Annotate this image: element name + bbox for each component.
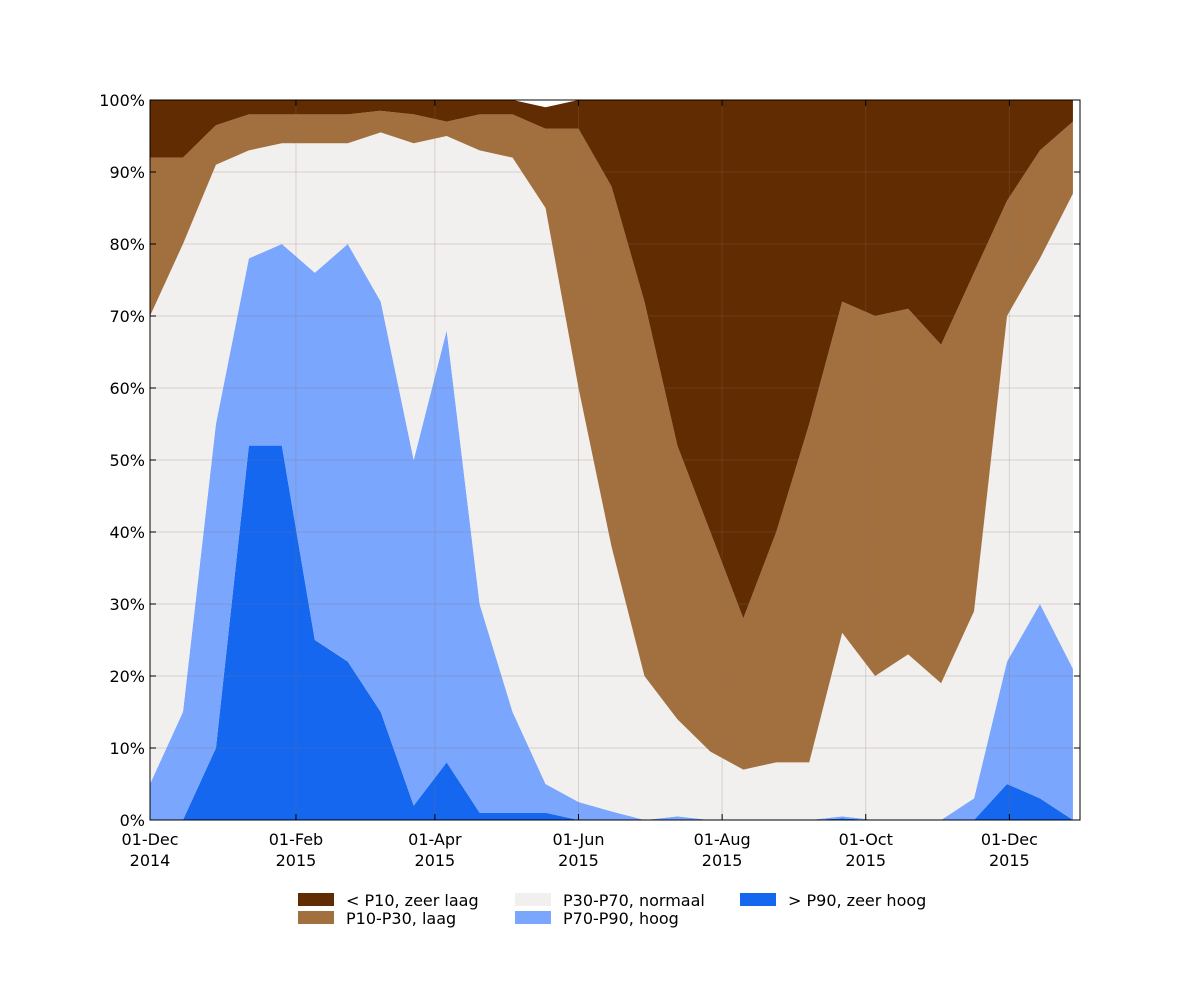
x-tick-label: 01-Oct <box>839 830 893 849</box>
x-tick-label: 01-Apr <box>408 830 462 849</box>
legend-label: < P10, zeer laag <box>346 891 479 910</box>
legend-swatch <box>298 911 334 924</box>
area <box>150 132 1073 820</box>
x-tick-label: 01-Feb <box>269 830 323 849</box>
x-tick-label: 01-Jun <box>552 830 604 849</box>
legend-swatch <box>515 893 551 906</box>
y-tick-label: 30% <box>109 595 145 614</box>
y-tick-label: 40% <box>109 523 145 542</box>
y-tick-label: 60% <box>109 379 145 398</box>
legend-label: P30-P70, normaal <box>563 891 705 910</box>
y-tick-label: 0% <box>120 811 145 830</box>
x-tick-label: 2015 <box>845 851 886 870</box>
y-tick-label: 70% <box>109 307 145 326</box>
x-tick-label: 2015 <box>702 851 743 870</box>
area <box>150 445 1073 820</box>
legend-label: P10-P30, laag <box>346 909 456 928</box>
area <box>150 100 1073 619</box>
x-tick-label: 2015 <box>989 851 1030 870</box>
x-tick-label: 01-Aug <box>694 830 751 849</box>
y-tick-label: 50% <box>109 451 145 470</box>
x-tick-label: 2015 <box>415 851 456 870</box>
y-tick-label: 100% <box>99 91 145 110</box>
x-tick-label: 2014 <box>130 851 171 870</box>
x-tick-label: 01-Dec <box>981 830 1038 849</box>
y-tick-label: 80% <box>109 235 145 254</box>
y-tick-label: 20% <box>109 667 145 686</box>
legend-label: > P90, zeer hoog <box>788 891 926 910</box>
x-tick-label: 01-Dec <box>121 830 178 849</box>
y-tick-label: 10% <box>109 739 145 758</box>
y-tick-label: 90% <box>109 163 145 182</box>
plot-frame <box>149 99 1081 821</box>
legend-swatch <box>515 911 551 924</box>
legend-swatch <box>298 893 334 906</box>
area <box>150 244 1073 820</box>
x-tick-label: 2015 <box>558 851 599 870</box>
area <box>150 110 1073 770</box>
x-tick-label: 2015 <box>276 851 317 870</box>
legend-swatch <box>740 893 776 906</box>
legend-label: P70-P90, hoog <box>563 909 679 928</box>
